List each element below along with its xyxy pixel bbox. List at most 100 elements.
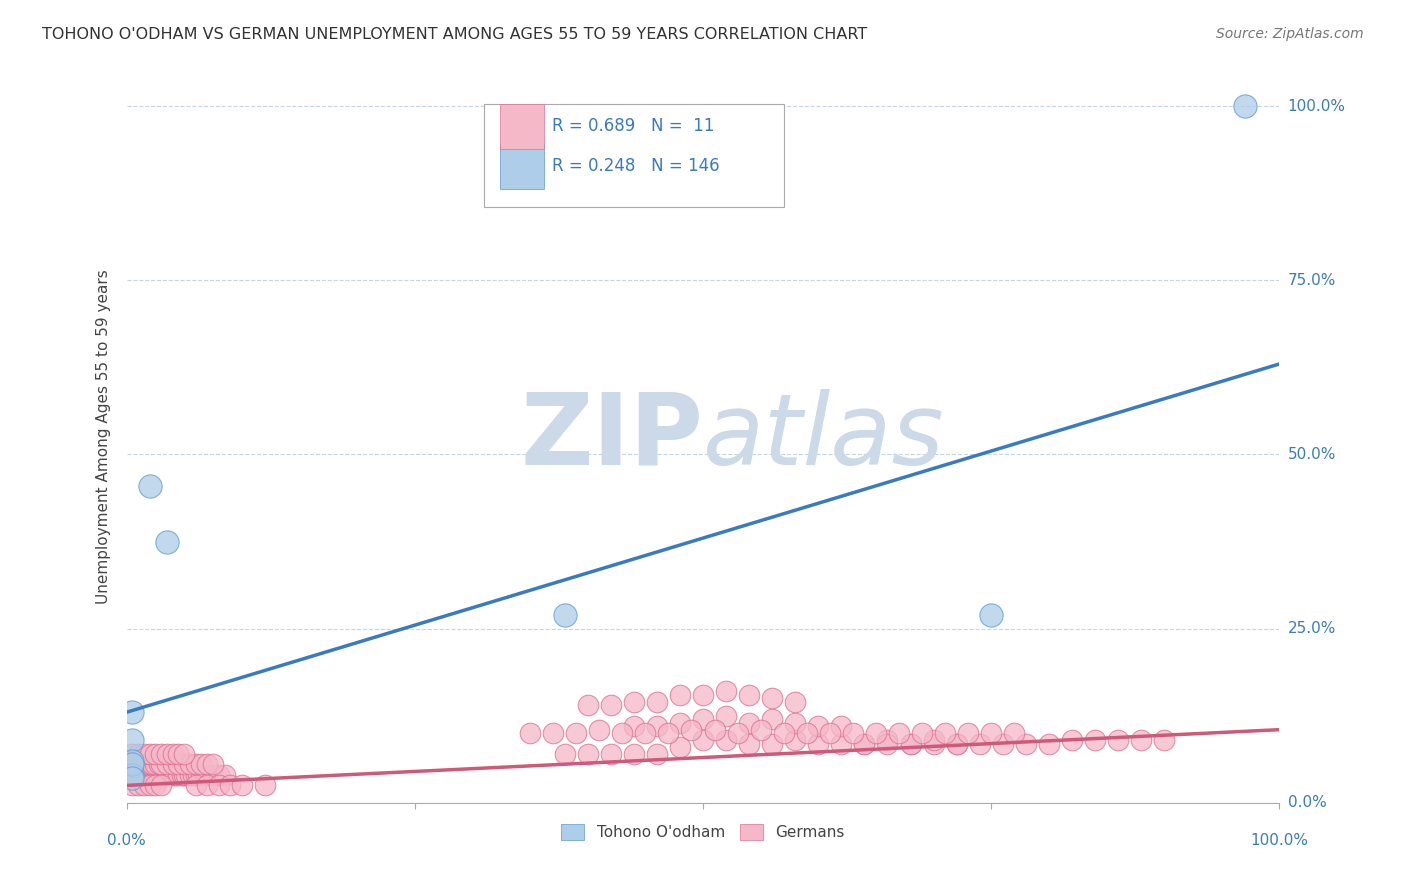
Point <box>195 757 218 772</box>
Point <box>645 747 668 761</box>
Point <box>202 768 225 782</box>
Point <box>173 747 195 761</box>
Point <box>150 747 173 761</box>
Point <box>129 757 152 772</box>
Point <box>957 726 980 740</box>
Point <box>152 768 174 782</box>
Text: 100.0%: 100.0% <box>1250 833 1309 848</box>
Point <box>150 757 173 772</box>
Point <box>127 778 149 792</box>
Point <box>145 747 166 761</box>
Point <box>156 747 179 761</box>
Point <box>194 768 217 782</box>
Point <box>195 778 218 792</box>
Point <box>127 768 149 782</box>
Point <box>136 768 159 782</box>
Point <box>945 737 967 751</box>
Point <box>1038 737 1060 751</box>
Point <box>150 768 173 782</box>
Point <box>148 757 170 772</box>
Point <box>184 757 207 772</box>
Point <box>162 757 184 772</box>
Point <box>121 747 143 761</box>
Point <box>714 708 737 723</box>
Point <box>1015 737 1038 751</box>
Point <box>173 757 195 772</box>
Point <box>554 747 576 761</box>
Point <box>183 768 205 782</box>
Legend: Tohono O'odham, Germans: Tohono O'odham, Germans <box>555 818 851 847</box>
Point <box>738 688 761 702</box>
Point <box>785 715 807 730</box>
Point <box>208 778 231 792</box>
Point <box>187 768 209 782</box>
Point <box>876 737 898 751</box>
Text: 0.0%: 0.0% <box>1288 796 1326 810</box>
Point <box>692 733 714 747</box>
Point <box>876 733 898 747</box>
Point <box>145 768 166 782</box>
Point <box>969 737 991 751</box>
Point <box>141 757 163 772</box>
Point <box>991 737 1014 751</box>
Point <box>634 726 657 740</box>
Text: atlas: atlas <box>703 389 945 485</box>
Text: TOHONO O'ODHAM VS GERMAN UNEMPLOYMENT AMONG AGES 55 TO 59 YEARS CORRELATION CHAR: TOHONO O'ODHAM VS GERMAN UNEMPLOYMENT AM… <box>42 27 868 42</box>
Point <box>179 768 201 782</box>
Point <box>190 768 212 782</box>
Point <box>138 479 160 493</box>
Point <box>934 726 956 740</box>
Point <box>208 768 231 782</box>
Point <box>900 737 922 751</box>
Point <box>162 768 184 782</box>
Point <box>922 733 945 747</box>
Text: 50.0%: 50.0% <box>1288 447 1336 462</box>
Text: 0.0%: 0.0% <box>107 833 146 848</box>
Point <box>253 778 276 792</box>
Point <box>623 719 645 733</box>
Point <box>121 757 143 772</box>
Point <box>121 705 143 719</box>
Point <box>170 768 193 782</box>
Point <box>127 747 149 761</box>
Point <box>830 719 852 733</box>
Point <box>1060 733 1083 747</box>
Text: ZIP: ZIP <box>520 389 703 485</box>
Point <box>807 737 830 751</box>
Point <box>692 688 714 702</box>
FancyBboxPatch shape <box>501 145 544 189</box>
Point <box>945 737 967 751</box>
Point <box>121 768 143 782</box>
Point <box>980 726 1002 740</box>
Point <box>599 747 621 761</box>
Point <box>612 726 634 740</box>
Point <box>179 757 201 772</box>
Point <box>132 747 155 761</box>
Text: 75.0%: 75.0% <box>1288 273 1336 288</box>
Point <box>681 723 703 737</box>
Point <box>830 737 852 751</box>
Point <box>132 768 155 782</box>
Point <box>231 778 253 792</box>
Point <box>129 768 152 782</box>
Point <box>818 726 841 740</box>
Point <box>138 747 160 761</box>
Point <box>121 772 143 786</box>
Point <box>669 740 692 755</box>
Point <box>541 726 564 740</box>
Point <box>167 757 190 772</box>
Point <box>669 715 692 730</box>
Point <box>1233 99 1256 113</box>
Point <box>163 768 186 782</box>
Point <box>785 695 807 709</box>
Point <box>519 726 541 740</box>
Point <box>156 534 179 549</box>
Point <box>599 698 621 713</box>
Point <box>145 757 166 772</box>
Point <box>692 712 714 726</box>
Point <box>162 747 184 761</box>
Y-axis label: Unemployment Among Ages 55 to 59 years: Unemployment Among Ages 55 to 59 years <box>96 269 111 605</box>
Point <box>738 737 761 751</box>
Point <box>703 723 725 737</box>
Point <box>190 757 212 772</box>
